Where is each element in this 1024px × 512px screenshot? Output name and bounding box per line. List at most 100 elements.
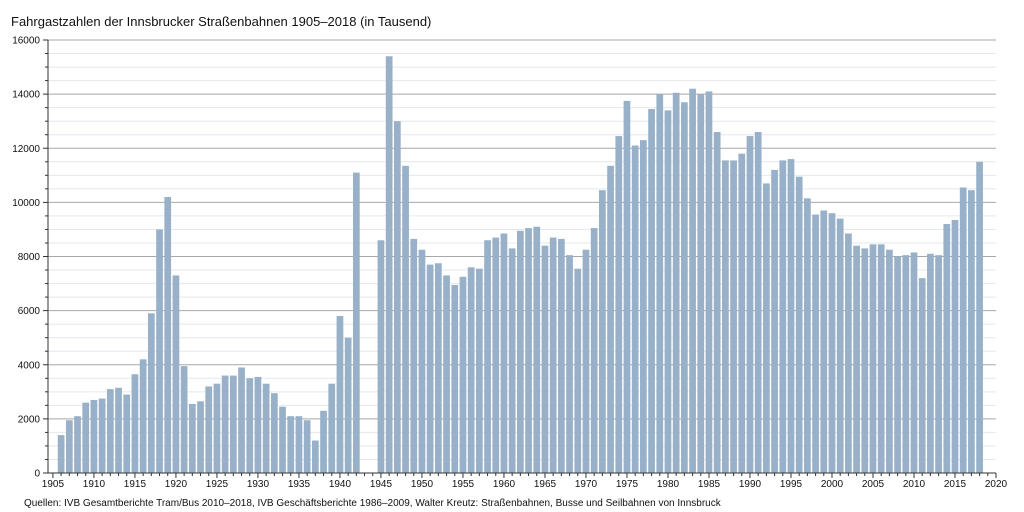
bar-1990 [746,136,754,473]
bar-1916 [139,359,147,473]
bar-1949 [410,238,418,473]
bar-1968 [566,255,573,473]
bar-1991 [754,132,762,473]
bar-1938 [320,410,327,473]
x-tick-label: 1940 [329,479,352,490]
bar-1912 [106,389,114,473]
bar-1947 [393,121,401,473]
bar-1998 [812,214,819,473]
bar-1906 [57,435,65,473]
bar-1921 [180,366,188,473]
bar-1913 [115,387,122,473]
bar-1984 [697,94,705,473]
bar-1954 [451,284,459,473]
bar-1956 [467,267,475,473]
bar-1923 [197,401,204,473]
x-tick-label: 1985 [698,479,721,490]
bar-1981 [672,92,680,473]
bar-1972 [599,190,606,473]
x-tick-label: 2005 [862,479,885,490]
bar-1959 [492,237,500,473]
x-tick-label: 1930 [247,479,270,490]
bar-1965 [541,245,549,473]
x-tick-label: 1935 [288,479,311,490]
bar-1932 [270,393,278,473]
bar-1987 [722,160,729,473]
bar-1940 [336,316,344,473]
bar-2007 [886,249,893,473]
bar-1966 [549,237,557,473]
bar-1958 [484,240,491,473]
bar-2011 [918,278,926,473]
bar-1915 [131,374,139,473]
bar-2017 [968,190,975,473]
bar-1924 [205,386,213,473]
bar-2009 [902,255,910,473]
bar-1929 [246,378,254,473]
bar-1951 [426,264,434,473]
bar-1910 [90,399,98,473]
bar-2010 [910,252,918,473]
bar-2000 [828,213,836,473]
bar-1946 [385,56,393,474]
bar-1918 [156,229,163,473]
x-tick-label: 1975 [616,479,639,490]
bar-1996 [795,176,803,473]
bar-layer [57,56,983,474]
axis-layer: 0 2000 4000 6000 8000 10000 12000 14000 16000 190… [12,36,1007,491]
bar-1939 [328,383,336,473]
x-tick-label: 1910 [83,479,106,490]
bar-1931 [262,383,270,473]
x-tick-label: 1970 [575,479,598,490]
bar-1974 [615,136,623,473]
bar-1971 [590,228,598,473]
bar-2013 [935,255,942,473]
bar-2006 [877,244,885,473]
bar-1917 [147,313,155,473]
x-tick-label: 2010 [903,479,926,490]
x-tick-label: 1980 [657,479,680,490]
bar-2015 [951,219,959,473]
bar-2003 [853,245,860,473]
x-tick-label: 1905 [42,479,65,490]
bar-1961 [508,248,516,473]
bar-2002 [845,233,852,473]
bar-1967 [558,238,565,473]
y-tick-label: 0 [34,469,40,480]
bar-1979 [656,94,664,473]
x-tick-label: 1955 [452,479,475,490]
bar-1986 [713,132,721,473]
bar-1953 [443,275,450,473]
bar-1976 [631,145,639,473]
chart-source: Quellen: IVB Gesamtberichte Tram/Bus 201… [24,498,721,509]
bar-1941 [344,337,352,473]
y-tick-label: 2000 [18,414,41,425]
bar-2012 [927,253,934,473]
bar-1942 [352,172,360,473]
x-tick-label: 1925 [206,479,229,490]
bar-1977 [640,140,647,473]
bar-1911 [98,398,106,473]
bar-1948 [402,165,409,473]
bar-1999 [820,210,828,473]
bar-1908 [74,416,81,473]
bar-1927 [229,375,237,473]
x-tick-label: 2020 [985,479,1008,490]
bar-1933 [279,406,286,473]
bar-1973 [607,165,614,473]
bar-1926 [221,375,229,473]
bar-1982 [681,102,688,474]
bar-1960 [500,233,508,473]
y-tick-label: 14000 [12,90,40,101]
bar-1997 [804,198,811,474]
chart-title: Fahrgastzahlen der Innsbrucker Straßenba… [11,14,432,29]
bar-1985 [705,91,713,473]
x-tick-label: 1950 [411,479,434,490]
bar-1955 [459,276,467,473]
bar-1935 [295,416,303,473]
bar-1957 [475,268,483,473]
bar-1919 [164,196,172,473]
y-tick-label: 4000 [18,360,41,371]
bar-1937 [311,440,319,473]
